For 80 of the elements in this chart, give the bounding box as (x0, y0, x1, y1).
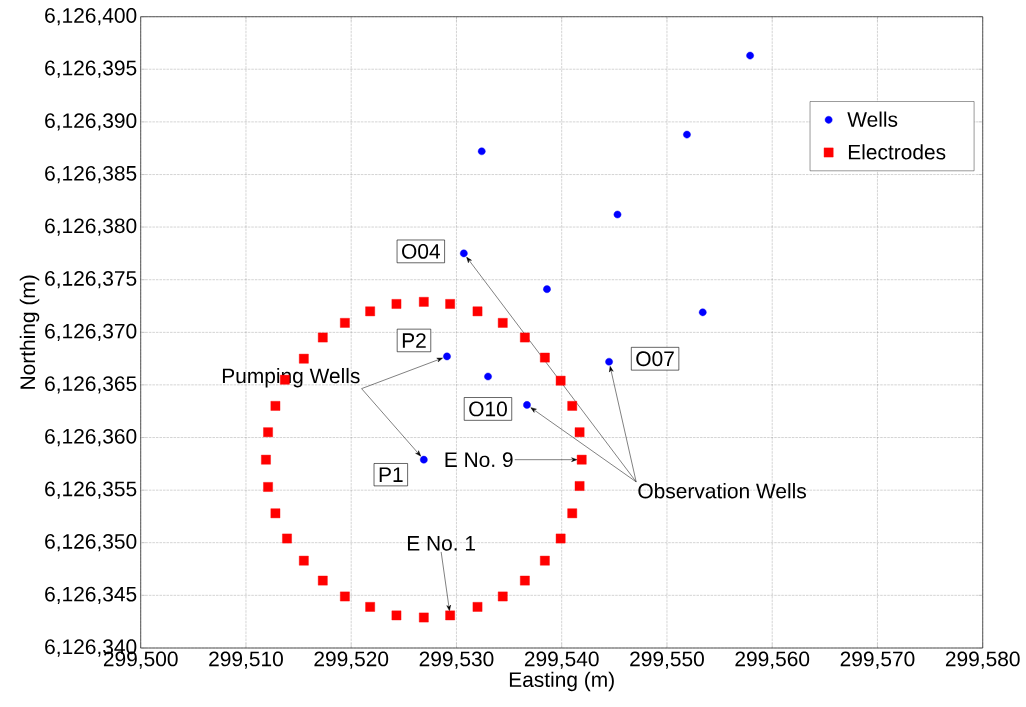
point (391, 610, 402, 621)
point (472, 306, 483, 317)
point (340, 318, 350, 328)
annotation: Pumping Wells (222, 367, 360, 388)
point (391, 299, 402, 309)
y-tick-label: 6,126,365 (45, 376, 137, 394)
point (523, 401, 531, 409)
point (365, 306, 375, 317)
point (477, 147, 486, 156)
y-tick-label: 6,126,395 (45, 60, 137, 78)
annotation: P1 (379, 467, 403, 482)
point (484, 372, 492, 381)
point (746, 51, 754, 60)
point (317, 332, 328, 343)
point (445, 299, 455, 309)
point (497, 591, 508, 602)
point (520, 332, 530, 343)
point (419, 612, 429, 623)
point (340, 591, 350, 602)
legend-label: Wells (847, 111, 898, 127)
point (299, 555, 309, 566)
x-tick-label: 299,540 (524, 651, 599, 669)
point (698, 308, 707, 317)
point (683, 130, 691, 139)
x-tick-label: 299,520 (314, 651, 389, 669)
legend-label: Electrodes (848, 144, 946, 160)
point (540, 352, 550, 363)
point (574, 427, 585, 438)
y-tick-label: 6,126,350 (45, 534, 137, 552)
x-tick-label: 299,550 (630, 651, 704, 669)
y-tick-label: 6,126,345 (45, 586, 137, 604)
point (420, 455, 428, 464)
x-tick-label: 299,580 (945, 651, 1020, 669)
y-tick-label: 6,126,360 (45, 428, 137, 447)
point (282, 533, 292, 544)
annotation: O04 (402, 243, 440, 259)
point (365, 602, 375, 612)
point (263, 482, 273, 492)
y-tick-label: 6,126,355 (45, 481, 137, 499)
point (576, 454, 587, 465)
x-axis-title: Easting (m) (509, 671, 614, 692)
x-tick-label: 299,560 (735, 651, 810, 669)
y-tick-label: 6,126,375 (45, 271, 137, 289)
y-tick-label: 6,126,390 (45, 113, 137, 131)
y-tick-label: 6,126,400 (45, 8, 137, 26)
point (567, 401, 578, 411)
x-tick-label: 299,530 (419, 651, 494, 669)
annotation: Observation Wells (638, 483, 806, 499)
point (263, 427, 273, 438)
y-axis-title: Northing (m) (19, 275, 40, 389)
point (472, 602, 483, 612)
y-tick-label: 6,126,385 (45, 165, 137, 184)
annotation: P2 (402, 333, 426, 348)
point (574, 481, 585, 491)
point (270, 401, 281, 411)
point (540, 555, 550, 566)
point (543, 285, 551, 293)
point (317, 575, 328, 586)
point (497, 318, 508, 328)
point (520, 575, 530, 586)
point (299, 353, 309, 364)
point (555, 533, 566, 544)
annotation: E No. 9 (445, 452, 513, 468)
x-tick-label: 299,510 (209, 651, 283, 669)
point (613, 210, 622, 219)
point (460, 249, 468, 258)
point (445, 610, 455, 621)
y-tick-label: 6,126,380 (45, 218, 137, 236)
point (419, 297, 429, 307)
point (261, 454, 271, 465)
point (605, 357, 613, 366)
y-tick-label: 6,126,370 (45, 323, 137, 341)
annotation: O07 (636, 351, 674, 367)
annotation: E No. 1 (407, 536, 475, 551)
point (443, 352, 451, 361)
point (270, 508, 281, 519)
point (567, 508, 578, 519)
point (555, 375, 566, 386)
x-tick-label: 299,570 (840, 651, 915, 669)
annotation: O10 (469, 401, 507, 417)
